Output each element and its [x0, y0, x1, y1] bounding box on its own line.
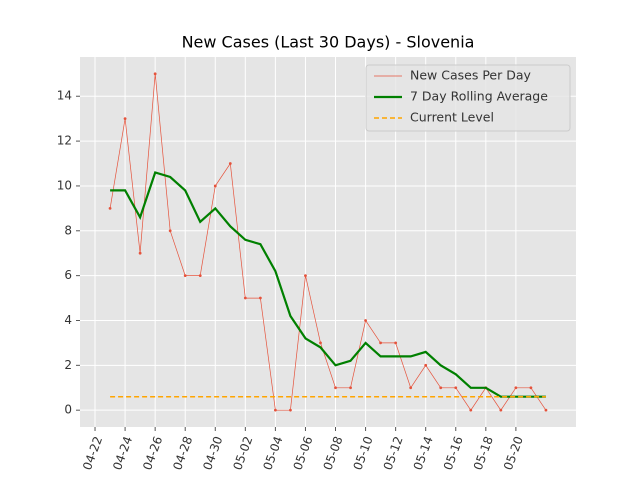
- legend-box: [365, 64, 571, 132]
- data-point: [319, 341, 322, 345]
- data-point: [544, 408, 548, 412]
- data-point: [514, 386, 518, 390]
- y-tick-label: 4: [64, 313, 72, 327]
- legend-label: New Cases Per Day: [410, 68, 531, 83]
- data-point: [424, 363, 428, 367]
- data-point: [198, 274, 202, 278]
- legend-label: 7 Day Rolling Average: [410, 89, 548, 104]
- data-point: [379, 341, 383, 345]
- data-point: [108, 206, 112, 210]
- data-point: [394, 341, 398, 345]
- chart-title: New Cases (Last 30 Days) - Slovenia: [182, 33, 475, 52]
- data-point: [529, 386, 533, 390]
- y-tick-label: 14: [57, 89, 72, 103]
- data-point: [469, 408, 473, 412]
- data-point: [304, 274, 307, 278]
- data-point: [258, 296, 262, 300]
- data-point: [183, 274, 187, 278]
- y-tick-label: 10: [57, 178, 72, 192]
- data-point: [228, 162, 232, 165]
- legend-label: Current Level: [410, 110, 494, 125]
- data-point: [213, 184, 217, 188]
- data-point: [439, 386, 443, 390]
- data-point: [243, 296, 247, 300]
- data-point: [138, 251, 142, 255]
- y-tick-label: 8: [64, 223, 72, 237]
- y-tick-label: 6: [64, 268, 72, 282]
- data-point: [273, 408, 277, 412]
- data-point: [364, 319, 367, 322]
- data-point: [123, 117, 127, 121]
- data-point: [334, 386, 337, 390]
- data-point: [454, 386, 458, 390]
- y-tick-label: 0: [64, 403, 72, 417]
- data-point: [153, 72, 157, 76]
- y-tick-label: 2: [64, 358, 72, 372]
- data-point: [349, 386, 352, 390]
- data-point: [409, 386, 413, 390]
- legend: New Cases Per Day 7 Day Rolling Average Cu…: [365, 64, 571, 132]
- y-tick-label: 12: [57, 134, 72, 148]
- data-point: [289, 408, 292, 412]
- series-line: [110, 171, 546, 398]
- data-point: [499, 408, 503, 412]
- series-line: [109, 73, 547, 411]
- data-point: [168, 229, 172, 233]
